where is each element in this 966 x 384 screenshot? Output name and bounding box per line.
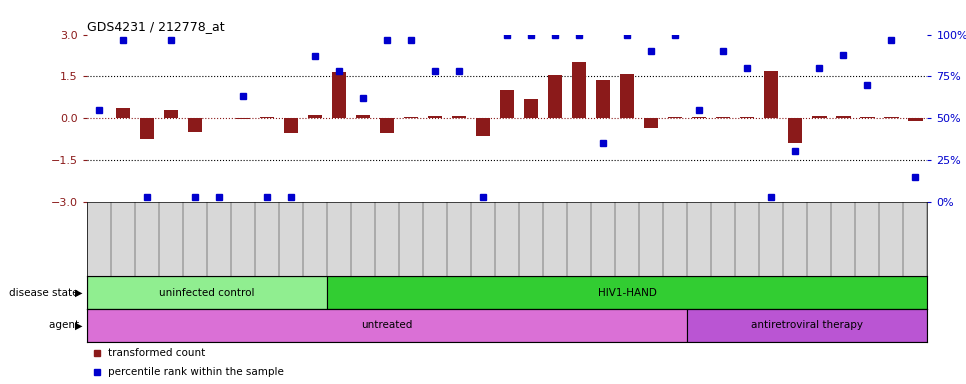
Bar [692, 117, 706, 118]
Bar [308, 115, 323, 118]
Bar [620, 74, 635, 118]
Bar [716, 117, 730, 118]
Bar [687, 309, 927, 342]
Text: uninfected control: uninfected control [159, 288, 255, 298]
Bar [236, 118, 250, 119]
Bar [428, 116, 442, 118]
Text: HIV1-HAND: HIV1-HAND [598, 288, 657, 298]
Text: GDS4231 / 212778_at: GDS4231 / 212778_at [87, 20, 224, 33]
Text: antiretroviral therapy: antiretroviral therapy [752, 320, 864, 331]
Bar [668, 117, 682, 118]
Bar [764, 71, 779, 118]
Bar [837, 116, 850, 118]
Bar [332, 72, 346, 118]
Text: untreated: untreated [361, 320, 412, 331]
Bar [476, 118, 491, 136]
Bar [380, 118, 394, 133]
Bar [87, 276, 327, 309]
Bar [452, 116, 467, 118]
Text: ▶: ▶ [74, 320, 82, 331]
Bar [572, 63, 586, 118]
Text: agent: agent [48, 320, 82, 331]
Bar [500, 90, 514, 118]
Bar [548, 75, 562, 118]
Bar [596, 81, 611, 118]
Bar [404, 117, 418, 118]
Bar [788, 118, 803, 143]
Bar [355, 115, 370, 118]
Bar [260, 117, 274, 118]
Text: transformed count: transformed count [108, 348, 205, 358]
Bar [284, 118, 298, 133]
Bar [116, 108, 130, 118]
Bar [327, 276, 927, 309]
Bar [644, 118, 659, 128]
Text: percentile rank within the sample: percentile rank within the sample [108, 367, 284, 377]
Bar [812, 116, 827, 118]
Bar [164, 110, 178, 118]
Text: disease state: disease state [10, 288, 82, 298]
Bar [860, 117, 874, 118]
Bar [908, 118, 923, 121]
Bar [187, 118, 202, 132]
Bar [740, 117, 754, 118]
Text: ▶: ▶ [74, 288, 82, 298]
Bar [140, 118, 155, 139]
Bar [884, 117, 898, 118]
Bar [524, 99, 538, 118]
Bar [87, 309, 687, 342]
